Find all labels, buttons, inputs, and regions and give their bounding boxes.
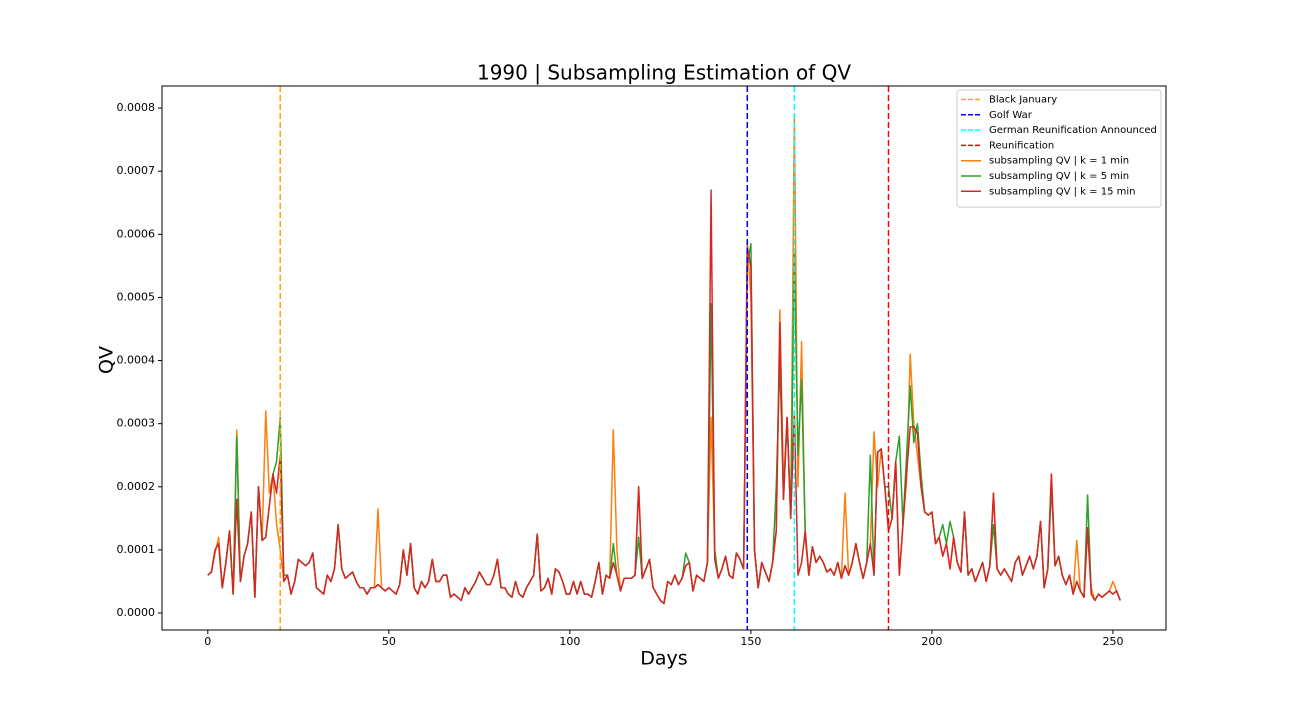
y-tick-label: 0.0004 [117,354,156,367]
legend-label: Golf War [989,110,1033,121]
y-tick-label: 0.0003 [117,417,156,430]
y-tick-label: 0.0002 [117,480,156,493]
legend-label: subsampling QV | k = 5 min [989,171,1129,182]
legend-label: Reunification [989,140,1054,151]
y-tick-label: 0.0001 [117,543,156,556]
y-tick-label: 0.0007 [117,164,156,177]
legend-label: German Reunification Announced [989,125,1157,136]
y-tick-label: 0.0006 [117,227,156,240]
x-tick-label: 200 [921,635,942,648]
plot-area [207,86,1121,630]
x-tick-label: 50 [382,635,396,648]
x-tick-label: 250 [1102,635,1123,648]
x-axis-label: Days [640,648,687,670]
legend-box [956,89,1162,208]
x-tick-label: 150 [740,635,761,648]
legend-label: subsampling QV | k = 15 min [989,186,1135,197]
chart-title: 1990 | Subsampling Estimation of QV [477,61,851,85]
y-tick-label: 0.0005 [117,290,156,303]
x-tick-label: 100 [559,635,580,648]
legend-label: Black January [989,95,1057,106]
y-axis-label: QV [96,346,118,374]
x-tick-label: 0 [204,635,211,648]
plot-frame [161,85,1167,631]
y-tick-label: 0.0008 [117,101,156,114]
series-line [207,189,1121,605]
legend-label: subsampling QV | k = 1 min [989,156,1129,167]
y-tick-label: 0.0000 [117,606,156,619]
